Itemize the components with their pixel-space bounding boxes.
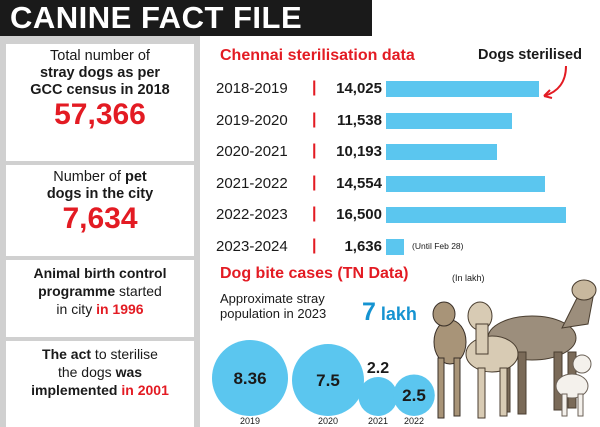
bite-value-label: 8.36 bbox=[233, 369, 266, 388]
abc-line2b: started bbox=[115, 283, 162, 299]
fact-box-act: The act to sterilise the dogs was implem… bbox=[6, 341, 194, 427]
fact-box-pets: Number of pet dogs in the city 7,634 bbox=[6, 165, 194, 256]
bar-year-label: 2020-2021 bbox=[216, 143, 288, 160]
bite-year-label: 2020 bbox=[318, 416, 338, 426]
column-gutter bbox=[200, 36, 212, 427]
act-line1a: The act bbox=[42, 346, 92, 362]
bar bbox=[386, 144, 497, 160]
banner-white-tab bbox=[372, 0, 600, 36]
census-line1: Total number of bbox=[50, 48, 150, 64]
bar-year-label: 2021-2022 bbox=[216, 174, 288, 192]
bar-separator: | bbox=[312, 79, 317, 96]
abc-line3a: in city bbox=[56, 301, 97, 317]
middle-dog-icon bbox=[465, 301, 519, 419]
bite-bubble-chart: 8.36 2019 7.5 2020 2.2 2021 2.5 2022 bbox=[212, 340, 435, 426]
bite-value-label: 2.2 bbox=[367, 360, 389, 377]
pets-line1: Number of bbox=[53, 169, 125, 185]
bar-separator: | bbox=[312, 142, 317, 159]
bar-value-label: 10,193 bbox=[336, 143, 382, 160]
bar-value-label: 1,636 bbox=[344, 237, 382, 255]
bar bbox=[386, 238, 404, 255]
bar-year-label: 2018-2019 bbox=[216, 80, 288, 97]
stray-population-value: 7 lakh bbox=[362, 298, 417, 327]
abc-line2a: programme bbox=[38, 283, 116, 299]
fact-column: Total number of stray dogs as per GCC ce… bbox=[0, 36, 200, 427]
stray-value-number: 7 bbox=[362, 298, 376, 326]
bar bbox=[386, 207, 566, 223]
fact-box-abc: Animal birth control programme started i… bbox=[6, 260, 194, 337]
pets-line1-bold: pet bbox=[124, 169, 147, 185]
bar-row: 2018-2019 | 14,025 bbox=[216, 78, 596, 100]
bar-row: 2023-2024 | 1,636 (Until Feb 28) bbox=[216, 236, 596, 258]
bar-note: (Until Feb 28) bbox=[412, 240, 464, 251]
bar-separator: | bbox=[312, 173, 317, 191]
bite-year-label: 2021 bbox=[368, 416, 388, 426]
bar-value-label: 14,025 bbox=[336, 80, 382, 97]
bite-bubble bbox=[212, 340, 288, 416]
bar bbox=[386, 175, 545, 192]
bite-value-label: 7.5 bbox=[316, 371, 340, 390]
bar-row: 2019-2020 | 11,538 bbox=[216, 110, 596, 132]
legend-arrow-icon bbox=[543, 65, 567, 99]
left-dog-icon bbox=[432, 301, 467, 419]
act-line1b: to sterilise bbox=[91, 346, 158, 362]
fact-box-census: Total number of stray dogs as per GCC ce… bbox=[6, 44, 194, 161]
act-line3a: implemented bbox=[31, 382, 118, 398]
bar-separator: | bbox=[312, 236, 317, 254]
bar-row: 2022-2023 | 16,500 bbox=[216, 204, 596, 226]
bar-value-label: 14,554 bbox=[336, 174, 382, 192]
page-title: CANINE FACT FILE bbox=[10, 0, 303, 35]
stray-population-label: Approximate stray population in 2023 bbox=[220, 291, 327, 321]
bar-separator: | bbox=[312, 205, 317, 222]
bar bbox=[386, 112, 512, 129]
pets-line2: dogs in the city bbox=[46, 186, 154, 202]
bite-bubble bbox=[358, 377, 398, 416]
census-line2: stray dogs as per bbox=[39, 65, 161, 81]
bar-value-label: 16,500 bbox=[336, 206, 382, 223]
sterilisation-title: Chennai sterilisation data bbox=[220, 47, 415, 64]
census-line3: GCC census in 2018 bbox=[30, 82, 170, 98]
bar-year-label: 2022-2023 bbox=[216, 206, 288, 223]
bar-year-label: 2019-2020 bbox=[216, 111, 288, 129]
bite-unit-note: (In lakh) bbox=[452, 273, 485, 283]
bite-year-label: 2022 bbox=[404, 416, 424, 426]
pets-value: 7,634 bbox=[62, 202, 138, 235]
bar-separator: | bbox=[312, 110, 317, 128]
act-year: in 2001 bbox=[117, 382, 169, 398]
bar-value-label: 11,538 bbox=[336, 111, 382, 129]
bar-year-label: 2023-2024 bbox=[216, 237, 288, 255]
bite-bubble bbox=[292, 344, 364, 416]
abc-year: in 1996 bbox=[96, 301, 144, 317]
small-dog-icon bbox=[555, 354, 592, 417]
census-value: 57,366 bbox=[54, 98, 146, 131]
bar bbox=[386, 81, 539, 97]
abc-line1: Animal birth control bbox=[33, 265, 167, 281]
bite-bubble bbox=[393, 374, 435, 416]
bite-value-label: 2.5 bbox=[402, 386, 426, 405]
bite-title: Dog bite cases (TN Data) bbox=[220, 265, 409, 282]
act-line2: the dogs bbox=[57, 364, 116, 380]
bite-year-label: 2019 bbox=[240, 416, 260, 426]
bar-row: 2020-2021 | 10,193 bbox=[216, 141, 596, 163]
sterilised-legend-label: Dogs sterilised bbox=[478, 47, 582, 63]
stray-dogs-illustration bbox=[432, 279, 597, 419]
stray-value-unit: lakh bbox=[375, 304, 417, 324]
act-line2b: was bbox=[115, 364, 143, 380]
bar-row: 2021-2022 | 14,554 bbox=[216, 173, 596, 195]
